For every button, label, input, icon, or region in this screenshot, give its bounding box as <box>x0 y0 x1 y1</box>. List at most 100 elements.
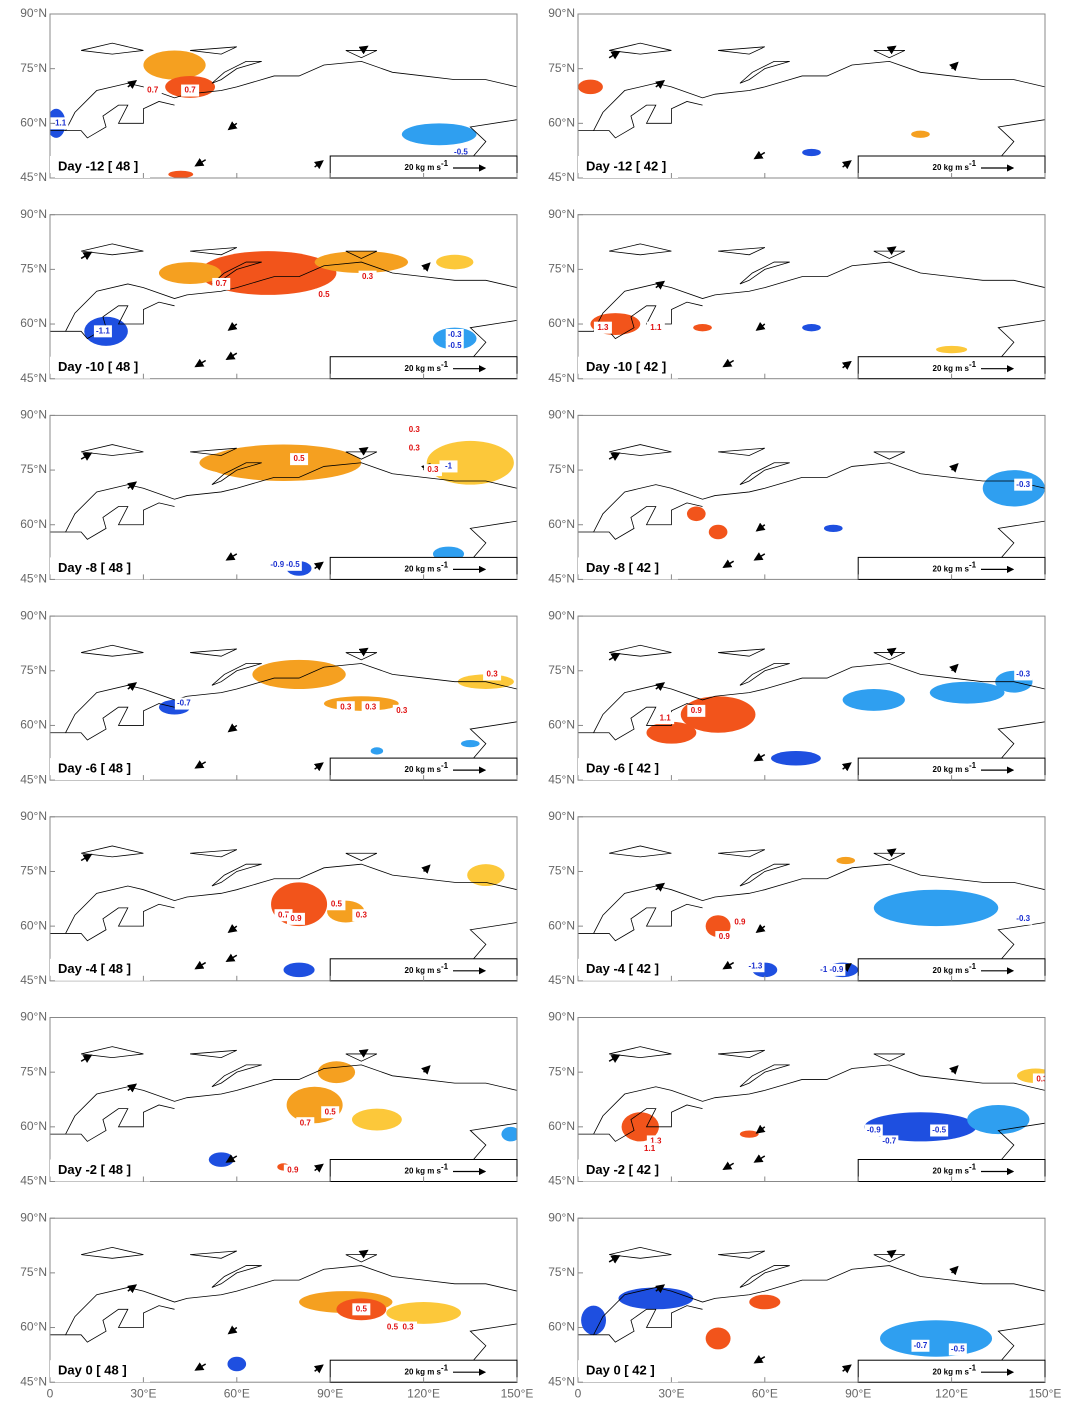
lon-tick-label: 150°E <box>501 1386 534 1400</box>
contour-label: 0.3 <box>402 1323 414 1332</box>
flux-vector <box>755 1357 765 1363</box>
flux-vector <box>424 865 430 871</box>
coastline <box>609 244 671 255</box>
lat-tick-label: 90°N <box>548 809 575 823</box>
flux-vector <box>757 926 765 932</box>
vector-scale-exponent: -1 <box>969 761 977 770</box>
vector-scale-label: 20 kg m s <box>933 1367 970 1376</box>
flux-vector <box>315 161 323 167</box>
coastline <box>66 1105 175 1141</box>
day-label: Day -10 [ 42 ] <box>586 359 666 374</box>
contour-label: 0.3 <box>340 702 352 711</box>
flux-vector <box>196 160 206 166</box>
lat-tick-label: 45°N <box>20 572 47 586</box>
lat-tick-label: 75°N <box>20 864 47 878</box>
contour-label: -1.1 <box>96 326 110 335</box>
coastline <box>740 1065 790 1087</box>
lat-tick-label: 75°N <box>548 1265 575 1279</box>
contour-label: 0.3 <box>1036 1075 1048 1084</box>
anomaly-patch <box>740 1130 759 1137</box>
contour-label: -1.3 <box>749 961 763 970</box>
coastline <box>346 653 377 660</box>
lon-tick-label: 120°E <box>407 1386 440 1400</box>
flux-vector <box>361 1251 367 1255</box>
coastline <box>66 904 175 940</box>
anomaly-patch <box>749 1295 780 1310</box>
vector-scale-label: 20 kg m s <box>405 565 442 574</box>
anomaly-patch <box>693 324 712 331</box>
flux-vector <box>229 123 237 129</box>
panel-frame <box>578 1018 1045 1182</box>
lat-tick-label: 75°N <box>548 663 575 677</box>
panel-frame <box>50 1218 517 1382</box>
flux-vector <box>229 1328 237 1334</box>
day-label: Day -6 [ 42 ] <box>586 761 659 776</box>
contour-label: -0.5 <box>448 341 462 350</box>
flux-vector <box>315 1165 323 1171</box>
flux-vector <box>889 1251 895 1255</box>
lat-tick-label: 45°N <box>548 1174 575 1188</box>
contour-label: 1.3 <box>597 323 609 332</box>
contour-label: 0.5 <box>318 290 330 299</box>
flux-vector <box>757 525 765 531</box>
lon-tick-label: 60°E <box>752 1386 778 1400</box>
vector-scale-label: 20 kg m s <box>405 1167 442 1176</box>
lat-tick-label: 90°N <box>548 207 575 221</box>
lat-tick-label: 60°N <box>20 316 47 330</box>
flux-vector <box>81 855 91 861</box>
flux-vector <box>227 554 237 560</box>
day-label: Day -4 [ 48 ] <box>58 961 131 976</box>
anomaly-patch <box>159 262 221 284</box>
contour-label: -0.7 <box>177 699 191 708</box>
anomaly-patch <box>578 80 603 95</box>
contour-label: 0.3 <box>396 706 408 715</box>
vector-scale-exponent: -1 <box>969 962 977 971</box>
vector-scale-exponent: -1 <box>441 1363 449 1372</box>
flux-vector <box>609 52 619 58</box>
coastline <box>718 448 765 455</box>
flux-vector <box>315 562 323 568</box>
coastline <box>212 1065 262 1087</box>
contour-label: -0.3 <box>1016 670 1030 679</box>
lat-tick-label: 60°N <box>20 1320 47 1334</box>
coastline <box>212 1266 262 1288</box>
anomaly-patch <box>911 131 930 138</box>
lat-tick-label: 90°N <box>548 1210 575 1224</box>
flux-vector <box>724 561 734 567</box>
contour-label: 0.3 <box>365 702 377 711</box>
flux-vector <box>843 161 851 167</box>
flux-vector <box>424 263 430 269</box>
contour-label: 0.3 <box>409 425 421 434</box>
coastline <box>66 503 175 539</box>
flux-vector <box>229 926 237 932</box>
lat-tick-label: 75°N <box>20 61 47 75</box>
contour-label: 0.3 <box>362 272 374 281</box>
contour-label: 0.9 <box>691 706 703 715</box>
lat-tick-label: 75°N <box>20 1265 47 1279</box>
lat-tick-label: 45°N <box>548 572 575 586</box>
lat-tick-label: 60°N <box>20 718 47 732</box>
coastline <box>740 463 790 485</box>
anomaly-patch <box>802 324 821 331</box>
flux-vector <box>196 762 206 768</box>
contour-label: -1 <box>445 462 453 471</box>
vector-scale-label: 20 kg m s <box>933 1167 970 1176</box>
anomaly-patch <box>709 525 728 540</box>
vector-scale-label: 20 kg m s <box>933 163 970 172</box>
day-label: Day -6 [ 48 ] <box>58 761 131 776</box>
vector-scale-label: 20 kg m s <box>933 966 970 975</box>
contour-label: 0.9 <box>287 1166 299 1175</box>
flux-vector <box>81 453 91 459</box>
lat-tick-label: 90°N <box>20 6 47 20</box>
coastline <box>594 1306 703 1342</box>
contour-label: 0.3 <box>487 670 499 679</box>
flux-vector <box>361 448 367 452</box>
day-label: Day -4 [ 42 ] <box>586 961 659 976</box>
lat-tick-label: 60°N <box>548 1320 575 1334</box>
coastline <box>190 47 237 54</box>
day-label: Day -8 [ 42 ] <box>586 560 659 575</box>
lon-tick-label: 120°E <box>935 1386 968 1400</box>
coastline <box>740 262 790 284</box>
coastline <box>740 663 790 685</box>
anomaly-patch <box>581 1306 606 1335</box>
